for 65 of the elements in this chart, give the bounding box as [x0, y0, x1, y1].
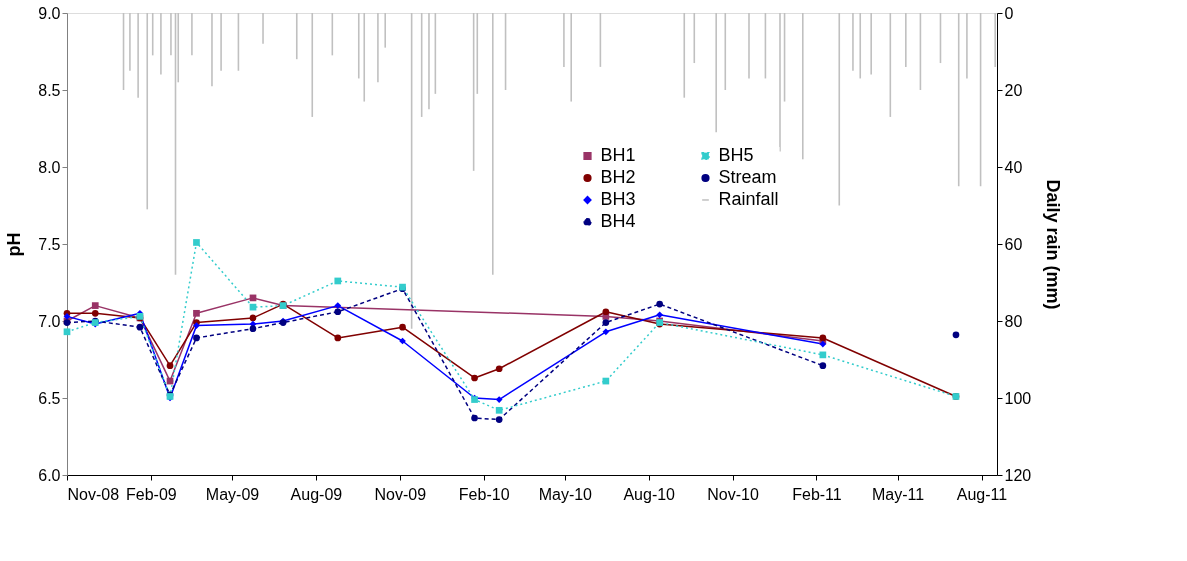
point	[91, 302, 99, 309]
point	[334, 302, 342, 309]
point	[334, 334, 342, 342]
y2-tick-label: 20	[1004, 81, 1023, 99]
y2-tick-label: 120	[1004, 466, 1032, 484]
point	[602, 308, 610, 316]
legend-label: BH1	[600, 144, 636, 165]
y2-axis-title: Daily rain (mm)	[1043, 179, 1064, 310]
legend-label: Rainfall	[718, 188, 779, 209]
point	[602, 328, 610, 336]
y2-tick-label: 80	[1004, 312, 1023, 330]
y2-tick-label: 60	[1004, 235, 1023, 253]
legend-label: Stream	[718, 166, 777, 187]
point	[656, 300, 663, 308]
x-tick-label: Aug-10	[623, 485, 676, 503]
point	[193, 334, 200, 342]
point	[495, 396, 503, 403]
legend-label: BH5	[718, 144, 754, 165]
x-tick-label: May-09	[205, 485, 260, 503]
point	[334, 277, 342, 285]
y-tick-label: 7.5	[38, 235, 61, 253]
x-tick-label: May-11	[872, 485, 925, 503]
y-tick-label: 6.0	[38, 466, 61, 484]
x-tick-label: Aug-11	[956, 485, 1008, 503]
legend-label: BH2	[600, 166, 636, 187]
point	[602, 319, 610, 326]
point	[495, 406, 503, 414]
x-tick-label: Nov-09	[374, 485, 427, 503]
point	[471, 414, 478, 422]
point	[91, 309, 99, 317]
x-tick-label: Aug-09	[290, 485, 343, 503]
x-tick-label: Feb-09	[126, 485, 177, 503]
point	[166, 362, 174, 370]
point	[193, 239, 200, 246]
point	[334, 308, 342, 316]
point	[602, 377, 610, 385]
point	[471, 374, 478, 382]
y-tick-label: 7.0	[38, 312, 61, 330]
y-axis-title: pH	[4, 232, 25, 257]
legend-label: BH3	[600, 188, 636, 209]
point	[952, 331, 960, 339]
y-tick-label: 6.5	[38, 389, 61, 407]
y-tick-label: 8.5	[38, 81, 61, 99]
legend-label: BH4	[600, 210, 636, 231]
point	[63, 328, 71, 336]
y-tick-label: 8.0	[38, 158, 61, 176]
point	[136, 323, 144, 331]
point	[656, 311, 663, 319]
x-tick-label: Nov-10	[707, 485, 759, 503]
point	[399, 323, 406, 331]
y2-tick-label: 40	[1004, 158, 1023, 176]
y2-tick-label: 0	[1004, 4, 1014, 22]
x-tick-label: Feb-11	[792, 485, 842, 503]
x-tick-label: Feb-10	[458, 485, 510, 503]
point	[249, 314, 257, 322]
point	[495, 365, 503, 373]
point	[249, 325, 257, 333]
point	[819, 362, 827, 370]
y-tick-label: 9.0	[38, 4, 61, 22]
point	[819, 351, 827, 359]
point	[193, 309, 200, 317]
point	[495, 416, 503, 423]
x-tick-label: Nov-08	[67, 485, 120, 503]
x-tick-label: May-10	[538, 485, 593, 503]
y2-tick-label: 100	[1004, 389, 1032, 407]
